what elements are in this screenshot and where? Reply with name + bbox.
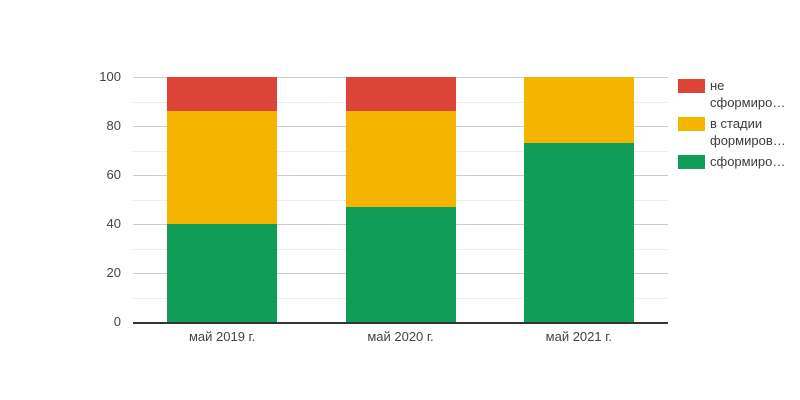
legend-label: не сформиро… — [710, 78, 786, 110]
x-axis-category-label: май 2019 г. — [188, 329, 256, 344]
bar-segment[interactable] — [167, 111, 278, 224]
x-axis-category-label: май 2021 г. — [545, 329, 612, 344]
legend-swatch — [678, 117, 705, 131]
bar-segment[interactable] — [167, 224, 278, 322]
legend-label: сформиро… — [710, 154, 786, 169]
legend-swatch — [678, 155, 705, 169]
legend-item[interactable]: в стадии формиров… — [678, 115, 796, 149]
bar-segment[interactable] — [345, 77, 456, 112]
x-axis-baseline — [133, 322, 668, 324]
legend-item[interactable]: не сформиро… — [678, 77, 796, 111]
y-axis-tick-label: 20 — [106, 265, 121, 280]
x-axis-category-label: май 2020 г. — [367, 329, 434, 344]
y-axis-tick-label: 100 — [99, 69, 121, 84]
y-axis-tick-label: 60 — [106, 167, 121, 182]
legend-label: в стадии формиров… — [710, 116, 786, 148]
legend-swatch — [678, 79, 705, 93]
bar-segment[interactable] — [345, 206, 456, 322]
y-axis-tick-label: 40 — [106, 216, 121, 231]
y-axis-tick-label: 0 — [113, 314, 121, 329]
y-axis-tick-label: 80 — [106, 118, 121, 133]
bar-segment[interactable] — [523, 77, 634, 144]
legend-item[interactable]: сформиро… — [678, 153, 796, 170]
bar-segment[interactable] — [167, 77, 278, 112]
chart-legend: не сформиро… в стадии формиров… сформиро… — [678, 77, 796, 174]
bar-segment[interactable] — [523, 143, 634, 322]
bar-segment[interactable] — [345, 111, 456, 207]
